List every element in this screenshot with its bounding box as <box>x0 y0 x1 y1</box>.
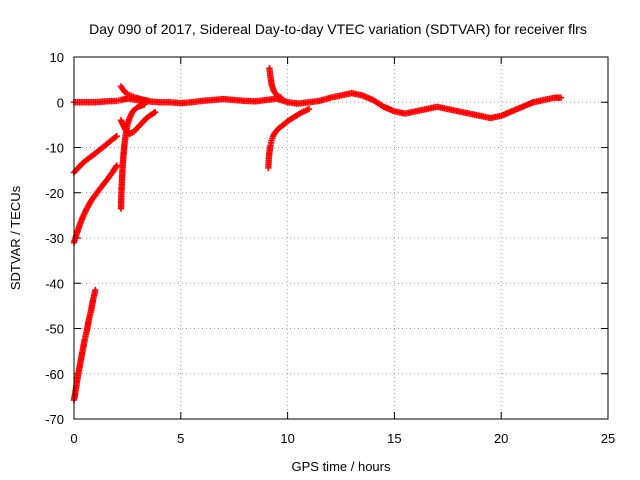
y-tick-label: -20 <box>45 186 64 201</box>
data-point <box>113 132 120 140</box>
x-tick-labels: 0 5 10 15 20 25 <box>70 431 615 446</box>
x-tick-label: 15 <box>387 431 401 446</box>
data-point <box>277 94 285 101</box>
x-tick-label: 5 <box>177 431 184 446</box>
x-axis-label: GPS time / hours <box>292 459 391 474</box>
y-tick-label: 0 <box>57 95 64 110</box>
data-point <box>113 162 120 169</box>
y-tick-label: 10 <box>50 50 64 65</box>
grid-lines <box>74 57 608 419</box>
x-tick-label: 25 <box>601 431 615 446</box>
data-point <box>151 109 159 116</box>
y-tick-label: -10 <box>45 141 64 156</box>
data-point <box>145 97 152 105</box>
y-tick-label: -50 <box>45 322 64 337</box>
y-tick-labels: 10 0 -10 -20 -30 -40 -50 -60 -70 <box>45 50 64 427</box>
y-tick-label: -60 <box>45 367 64 382</box>
data-point <box>557 94 565 101</box>
data-point <box>92 286 99 294</box>
x-tick-label: 10 <box>280 431 294 446</box>
chart-title: Day 090 of 2017, Sidereal Day-to-day VTE… <box>89 21 587 37</box>
data-points <box>70 65 565 404</box>
y-axis-label: SDTVAR / TECUs <box>8 185 23 290</box>
y-tick-label: -30 <box>45 231 64 246</box>
data-point <box>305 105 313 113</box>
x-tick-label: 0 <box>70 431 77 446</box>
y-tick-label: -70 <box>45 412 64 427</box>
y-tick-label: -40 <box>45 276 64 291</box>
x-tick-label: 20 <box>494 431 508 446</box>
plot-frame <box>73 56 609 420</box>
